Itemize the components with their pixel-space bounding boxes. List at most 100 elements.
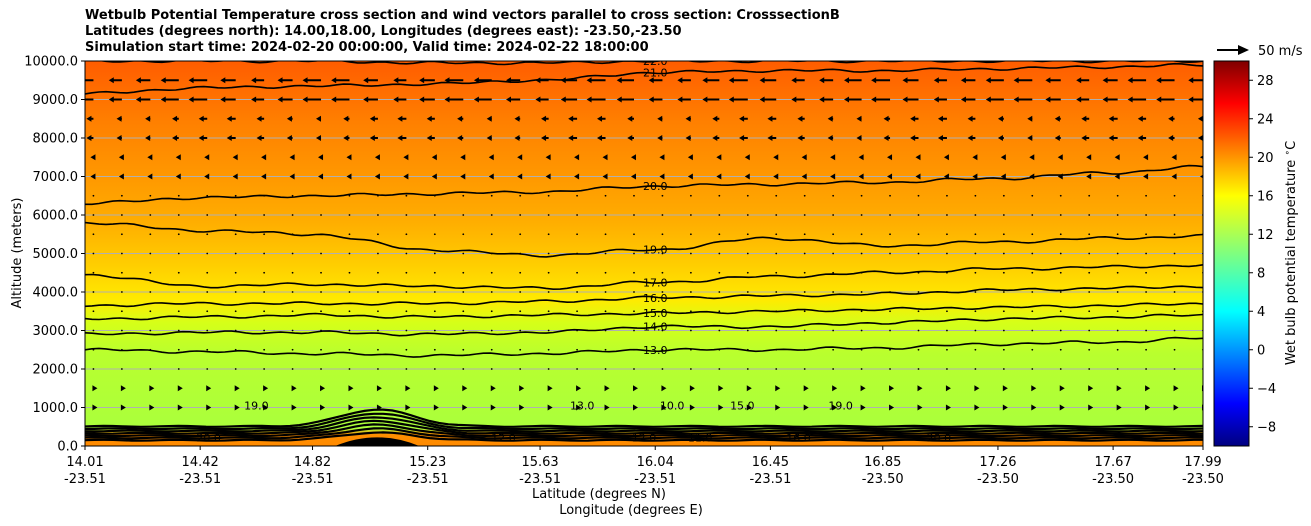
wind-vector-head [188, 77, 194, 84]
wind-vector [92, 271, 95, 274]
wind-vector [462, 329, 465, 332]
wind-vector-head [791, 96, 797, 103]
wind-vector [433, 329, 436, 332]
wind-vector [519, 368, 522, 370]
colorbar-tick-label: 24 [1257, 112, 1274, 127]
wind-vector [234, 329, 237, 332]
contour-label: 17.0 [643, 276, 668, 289]
wind-vector-head [1027, 115, 1033, 122]
wind-vector [377, 329, 379, 332]
wind-vector [177, 271, 180, 274]
wind-vector [177, 291, 180, 293]
wind-vector-head [1000, 173, 1006, 180]
wind-vector [604, 329, 607, 332]
wind-vector-head [198, 135, 204, 141]
wind-vector-head [791, 77, 797, 84]
wind-vector [1059, 252, 1062, 255]
y-tick-label: 1000.0 [33, 401, 79, 416]
wind-vector-head [462, 385, 468, 392]
x-tick-label-lon: -23.51 [179, 472, 221, 487]
wind-vector-head [291, 404, 297, 411]
wind-vector [120, 348, 123, 351]
y-tick-label: 0.0 [57, 440, 78, 455]
wind-vector [1116, 252, 1119, 255]
wind-vector [1002, 252, 1005, 255]
wind-vector-head [759, 96, 765, 103]
wind-vector-head [1197, 135, 1203, 141]
wind-vector [291, 214, 294, 216]
wind-vector-head [251, 96, 257, 103]
wind-vector [946, 310, 948, 313]
wind-vector [1173, 271, 1176, 274]
wind-vector-head [1088, 404, 1094, 411]
contour-line [85, 285, 1203, 308]
wind-vector-head [586, 77, 592, 84]
wind-vector-head [568, 115, 574, 122]
wind-vector [946, 348, 948, 351]
wind-vector-head [576, 385, 582, 392]
wind-vector-head [604, 385, 610, 392]
wind-vector-head [604, 404, 610, 411]
wind-vector-head [348, 404, 354, 411]
wind-vector-head [547, 385, 553, 392]
wind-vector-head [997, 115, 1003, 122]
wind-vector [263, 194, 266, 197]
wind-vector [120, 194, 123, 197]
wind-vector-head [801, 154, 807, 161]
wind-vector [320, 329, 322, 332]
wind-vector [263, 291, 266, 293]
wind-vector-head [1000, 154, 1006, 161]
wind-vector [462, 368, 465, 370]
wind-vector [1116, 291, 1119, 293]
wind-vector-head [120, 404, 126, 411]
wind-vector-head [289, 173, 295, 180]
wind-vector [519, 271, 522, 274]
wind-vector-head [488, 173, 494, 180]
wind-vector-head [1127, 96, 1133, 103]
wind-vector [1031, 252, 1034, 255]
wind-vector [1059, 214, 1062, 216]
wind-vector-head [177, 404, 183, 411]
wind-vector [576, 214, 578, 216]
wind-vector [689, 252, 692, 255]
wind-vector [718, 214, 721, 216]
wind-vector-head [118, 173, 124, 180]
wind-vector [348, 233, 351, 236]
title-line-1: Wetbulb Potential Temperature cross sect… [85, 8, 840, 23]
wind-vector [462, 348, 465, 351]
wind-vector-head [616, 77, 622, 84]
wind-vector-head [160, 96, 166, 103]
wind-vector-head [689, 385, 695, 392]
wind-vector [177, 348, 180, 351]
wind-vector-head [728, 96, 734, 103]
terrain-blob [335, 437, 420, 446]
wind-vector [803, 233, 806, 236]
boundary-layer-contour [85, 408, 1203, 428]
wind-vector [689, 291, 692, 293]
wind-vector [746, 214, 749, 216]
wind-vector-head [616, 96, 622, 103]
wind-vector [519, 194, 522, 197]
wind-vector [974, 214, 977, 216]
wind-vector [1002, 310, 1005, 313]
wind-vector [206, 348, 209, 351]
wind-vector [689, 194, 692, 197]
wind-vector [206, 233, 209, 236]
colorbar-label: Wet bulb potential temperature ∘C [1283, 141, 1299, 365]
x-tick-label-lat: 14.82 [294, 455, 331, 470]
wind-vector-head [444, 77, 450, 84]
wind-vector [832, 348, 835, 351]
contour-line [85, 264, 1203, 291]
wind-vector-head [535, 77, 541, 84]
x-tick-label-lon: -23.50 [977, 472, 1019, 487]
boundary-layer-contour [85, 412, 1203, 431]
wind-vector [1088, 271, 1091, 274]
wind-vector [547, 194, 550, 197]
wind-vector-head [627, 135, 633, 141]
wind-vector [633, 252, 635, 255]
wind-vector-head [1045, 96, 1051, 103]
x-axis-label: Latitude (degrees N) [532, 487, 666, 502]
y-tick-label: 7000.0 [33, 170, 79, 185]
wind-vector-head [661, 404, 667, 411]
wind-vector [433, 194, 436, 197]
